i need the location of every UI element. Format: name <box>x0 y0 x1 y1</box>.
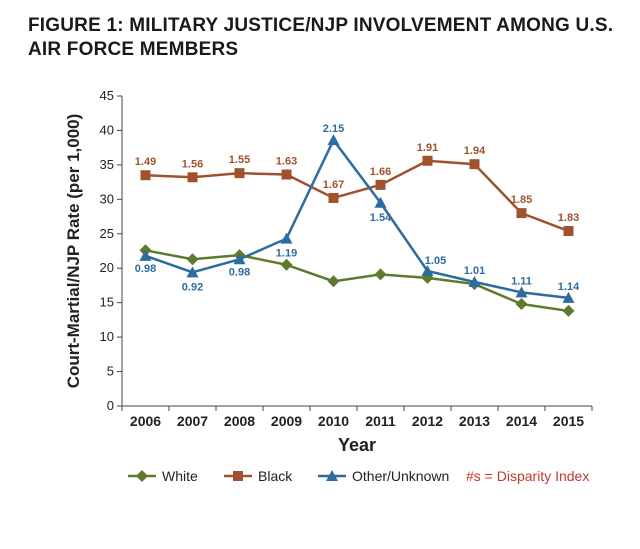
data-label-black: 1.83 <box>558 212 579 224</box>
data-point-other-unknown <box>139 249 152 261</box>
data-point-other-unknown <box>468 276 481 287</box>
legend-label-white: White <box>162 468 198 484</box>
data-point-black <box>187 172 198 183</box>
x-tick-label: 2010 <box>318 413 349 429</box>
data-point-black <box>516 208 527 219</box>
x-tick-label: 2013 <box>459 413 490 429</box>
data-point-other-unknown <box>421 264 434 276</box>
data-point-other-unknown <box>515 286 528 298</box>
legend-marker-other-unknown <box>326 470 338 481</box>
data-point-other-unknown <box>233 253 246 265</box>
data-label-other-unknown: 0.98 <box>135 263 156 275</box>
legend-marker-white <box>136 470 148 482</box>
series-line-white <box>145 249 569 313</box>
data-label-other-unknown: 0.92 <box>182 281 203 293</box>
data-label-black: 1.91 <box>417 142 438 154</box>
chart-axes: 0 5 10 15 20 25 30 35 40 45 2006 2007 2008 2009 2010 20… <box>64 88 593 455</box>
chart-legend: White Black Other/Unknown #s = Disparity In… <box>128 468 589 484</box>
legend-note: #s = Disparity Index <box>466 468 589 484</box>
data-point-white <box>280 258 293 271</box>
data-label-black: 1.67 <box>323 179 344 191</box>
data-point-other-unknown <box>186 266 199 278</box>
data-label-black: 1.85 <box>511 194 532 206</box>
data-point-other-unknown <box>562 291 575 303</box>
chart-data-labels: 1.49 1.56 1.55 1.63 1.67 1.66 1.91 1.94 1.85 1.83… <box>135 123 580 293</box>
x-tick-label: 2015 <box>553 413 584 429</box>
data-label-other-unknown: 1.19 <box>276 248 297 260</box>
data-point-black <box>375 179 386 190</box>
y-tick-label: 10 <box>100 329 114 344</box>
data-point-black <box>422 155 433 166</box>
legend-label-other-unknown: Other/Unknown <box>352 468 449 484</box>
data-point-other-unknown <box>327 134 340 146</box>
x-tick-label: 2014 <box>506 413 537 429</box>
data-point-white <box>515 298 528 311</box>
y-axis-title: Court-Martial/NJP Rate (per 1,000) <box>64 114 83 389</box>
data-label-other-unknown: 1.05 <box>425 255 446 267</box>
x-tick-label: 2008 <box>224 413 255 429</box>
data-label-other-unknown: 1.14 <box>558 281 580 293</box>
y-tick-label: 5 <box>107 364 114 379</box>
page-title: FIGURE 1: MILITARY JUSTICE/NJP INVOLVEME… <box>28 15 614 60</box>
data-point-black <box>563 226 574 237</box>
data-point-white <box>562 304 575 317</box>
data-label-black: 1.94 <box>464 145 486 157</box>
data-point-other-unknown <box>280 232 293 244</box>
y-tick-label: 40 <box>100 122 114 137</box>
data-point-black <box>281 169 292 180</box>
data-point-white <box>186 253 199 266</box>
y-tick-label: 20 <box>100 260 114 275</box>
x-tick-label: 2009 <box>271 413 302 429</box>
data-point-black <box>328 192 339 203</box>
data-point-black <box>140 170 151 181</box>
x-tick-label: 2011 <box>365 413 396 429</box>
y-tick-label: 35 <box>100 157 114 172</box>
data-label-black: 1.55 <box>229 154 250 166</box>
x-axis-title: Year <box>338 435 376 455</box>
data-label-black: 1.56 <box>182 158 203 170</box>
y-tick-label: 15 <box>100 295 114 310</box>
y-tick-label: 25 <box>100 226 114 241</box>
data-label-black: 1.66 <box>370 166 391 178</box>
legend-label-black: Black <box>258 468 293 484</box>
data-label-other-unknown: 2.15 <box>323 123 344 135</box>
data-point-white <box>374 268 387 281</box>
y-tick-label: 30 <box>100 191 114 206</box>
chart-series <box>139 134 575 317</box>
data-label-other-unknown: 1.11 <box>511 275 532 287</box>
legend-marker-black <box>233 471 243 481</box>
y-tick-label: 45 <box>100 88 114 103</box>
series-line-black <box>145 159 569 233</box>
y-tick-label: 0 <box>107 398 114 413</box>
data-point-black <box>234 168 245 179</box>
data-point-white <box>327 275 340 288</box>
data-label-other-unknown: 1.54 <box>370 212 392 224</box>
data-label-other-unknown: 0.98 <box>229 266 250 278</box>
data-label-black: 1.63 <box>276 156 297 168</box>
data-point-other-unknown <box>374 196 387 208</box>
data-point-black <box>469 159 480 170</box>
x-tick-label: 2006 <box>130 413 161 429</box>
x-tick-label: 2012 <box>412 413 443 429</box>
x-tick-label: 2007 <box>177 413 208 429</box>
data-label-black: 1.49 <box>135 156 156 168</box>
series-line-other-unknown <box>145 137 569 300</box>
data-label-other-unknown: 1.01 <box>464 265 485 277</box>
